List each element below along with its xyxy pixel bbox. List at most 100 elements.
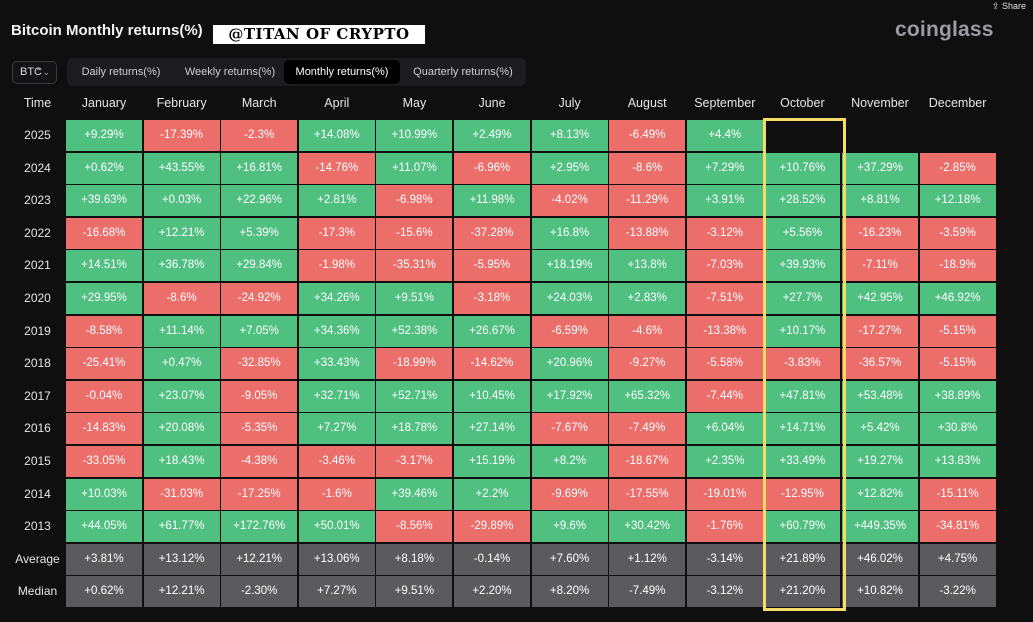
return-cell: -15.6% bbox=[376, 217, 453, 249]
return-cell: +27.7% bbox=[764, 283, 841, 314]
return-cell: +39.93% bbox=[764, 250, 841, 282]
return-cell: +14.08% bbox=[298, 120, 375, 151]
return-cell: +12.21% bbox=[143, 576, 220, 608]
return-cell: -17.55% bbox=[609, 478, 686, 510]
column-header-time: Time bbox=[23, 96, 52, 110]
tab-monthly-returns[interactable]: Monthly returns(%) bbox=[284, 60, 400, 84]
return-cell: -24.92% bbox=[221, 283, 298, 314]
return-cell: -16.23% bbox=[842, 217, 918, 249]
return-cell: +11.07% bbox=[376, 152, 453, 184]
tab-weekly-returns[interactable]: Weekly returns(%) bbox=[184, 66, 276, 78]
return-cell: -2.3% bbox=[221, 120, 298, 151]
return-cell: -36.57% bbox=[842, 348, 918, 380]
column-header-november: November bbox=[851, 96, 909, 110]
return-cell: -14.62% bbox=[454, 348, 530, 380]
return-cell: -15.11% bbox=[919, 478, 996, 510]
return-cell: -3.12% bbox=[686, 576, 763, 608]
return-cell: +30.8% bbox=[919, 413, 996, 445]
return-cell: -5.15% bbox=[919, 348, 996, 380]
return-cell: +46.92% bbox=[919, 283, 996, 314]
return-cell: +7.05% bbox=[221, 315, 298, 347]
return-cell: +172.76% bbox=[221, 511, 298, 543]
return-cell: +7.60% bbox=[531, 543, 608, 575]
return-cell: +11.14% bbox=[143, 315, 220, 347]
return-cell: +19.27% bbox=[842, 446, 918, 477]
return-cell: +3.91% bbox=[686, 185, 763, 217]
row-label-average: Average bbox=[15, 551, 60, 566]
return-cell: -19.01% bbox=[686, 478, 763, 510]
tab-quarterly-returns[interactable]: Quarterly returns(%) bbox=[413, 66, 513, 78]
return-cell: +33.43% bbox=[298, 348, 375, 380]
return-cell: -6.98% bbox=[376, 185, 453, 217]
row-label-2016: 2016 bbox=[24, 421, 51, 436]
column-header-september: September bbox=[694, 96, 756, 110]
return-cell: +12.21% bbox=[221, 543, 298, 575]
tab-daily-returns[interactable]: Daily returns(%) bbox=[81, 66, 161, 78]
return-cell: +8.81% bbox=[842, 185, 918, 217]
return-cell: -5.95% bbox=[454, 250, 530, 282]
coin-select-value: BTC bbox=[20, 66, 42, 78]
return-cell: -5.58% bbox=[686, 348, 763, 380]
return-cell: +61.77% bbox=[143, 511, 220, 543]
return-cell: +52.71% bbox=[376, 380, 453, 412]
column-header-august: August bbox=[627, 96, 667, 110]
return-cell: +15.19% bbox=[454, 446, 530, 477]
return-cell: +37.29% bbox=[842, 152, 918, 184]
return-cell: +20.08% bbox=[143, 413, 220, 445]
row-label-2025: 2025 bbox=[24, 128, 51, 142]
coin-select[interactable]: BTC ⌃⌄ bbox=[12, 61, 57, 84]
return-cell: -17.25% bbox=[221, 478, 298, 510]
column-header-june: June bbox=[478, 96, 506, 110]
return-cell: +2.81% bbox=[298, 185, 375, 217]
column-header-july: July bbox=[558, 96, 581, 110]
return-cell: +43.55% bbox=[143, 152, 220, 184]
return-cell: +4.4% bbox=[686, 120, 763, 151]
return-cell: +42.95% bbox=[842, 283, 918, 314]
return-cell: +10.03% bbox=[66, 478, 142, 510]
return-cell: +17.92% bbox=[531, 380, 608, 412]
return-cell: +7.29% bbox=[686, 152, 763, 184]
return-cell: -29.89% bbox=[454, 511, 530, 543]
column-header-february: February bbox=[156, 96, 207, 110]
return-cell: +29.95% bbox=[66, 283, 142, 314]
return-cell: +12.18% bbox=[919, 185, 996, 217]
return-cell: -3.83% bbox=[764, 348, 841, 380]
return-cell: -3.14% bbox=[686, 543, 763, 575]
return-cell: +13.12% bbox=[143, 543, 220, 575]
return-cell: -33.05% bbox=[66, 446, 142, 477]
return-cell: +26.67% bbox=[454, 315, 530, 347]
return-cell: +18.78% bbox=[376, 413, 453, 445]
return-cell: +30.42% bbox=[609, 511, 686, 543]
return-cell: -6.96% bbox=[454, 152, 530, 184]
return-cell: +20.96% bbox=[531, 348, 608, 380]
return-cell: +23.07% bbox=[143, 380, 220, 412]
return-cell: -3.12% bbox=[686, 217, 763, 249]
column-header-april: April bbox=[324, 96, 350, 110]
return-cell: +2.83% bbox=[609, 283, 686, 314]
return-cell: -14.76% bbox=[298, 152, 375, 184]
row-label-2024: 2024 bbox=[24, 160, 51, 175]
return-cell: +47.81% bbox=[764, 380, 841, 412]
return-cell: -31.03% bbox=[143, 478, 220, 510]
return-cell: -16.68% bbox=[66, 217, 142, 249]
return-cell: +39.63% bbox=[66, 185, 142, 217]
return-cell: +34.36% bbox=[298, 315, 375, 347]
return-cell: +2.35% bbox=[686, 446, 763, 477]
return-cell: +18.19% bbox=[531, 250, 608, 282]
return-cell: -3.17% bbox=[376, 446, 453, 477]
return-cell: +5.39% bbox=[221, 217, 298, 249]
return-cell: +16.81% bbox=[221, 152, 298, 184]
return-cell: -17.27% bbox=[842, 315, 918, 347]
returns-period-tabs: Daily returns(%) Weekly returns(%) Month… bbox=[67, 58, 526, 86]
return-cell: +0.03% bbox=[143, 185, 220, 217]
return-cell: -6.59% bbox=[531, 315, 608, 347]
return-cell: +18.43% bbox=[143, 446, 220, 477]
return-cell: +21.89% bbox=[764, 543, 841, 575]
return-cell: +7.27% bbox=[298, 576, 375, 608]
return-cell: +10.17% bbox=[764, 315, 841, 347]
row-label-2020: 2020 bbox=[24, 291, 51, 305]
return-cell: +0.62% bbox=[66, 152, 142, 184]
share-button[interactable]: ⇪ Share bbox=[985, 0, 1033, 12]
return-cell: +2.20% bbox=[454, 576, 530, 608]
row-label-2018: 2018 bbox=[24, 356, 51, 371]
